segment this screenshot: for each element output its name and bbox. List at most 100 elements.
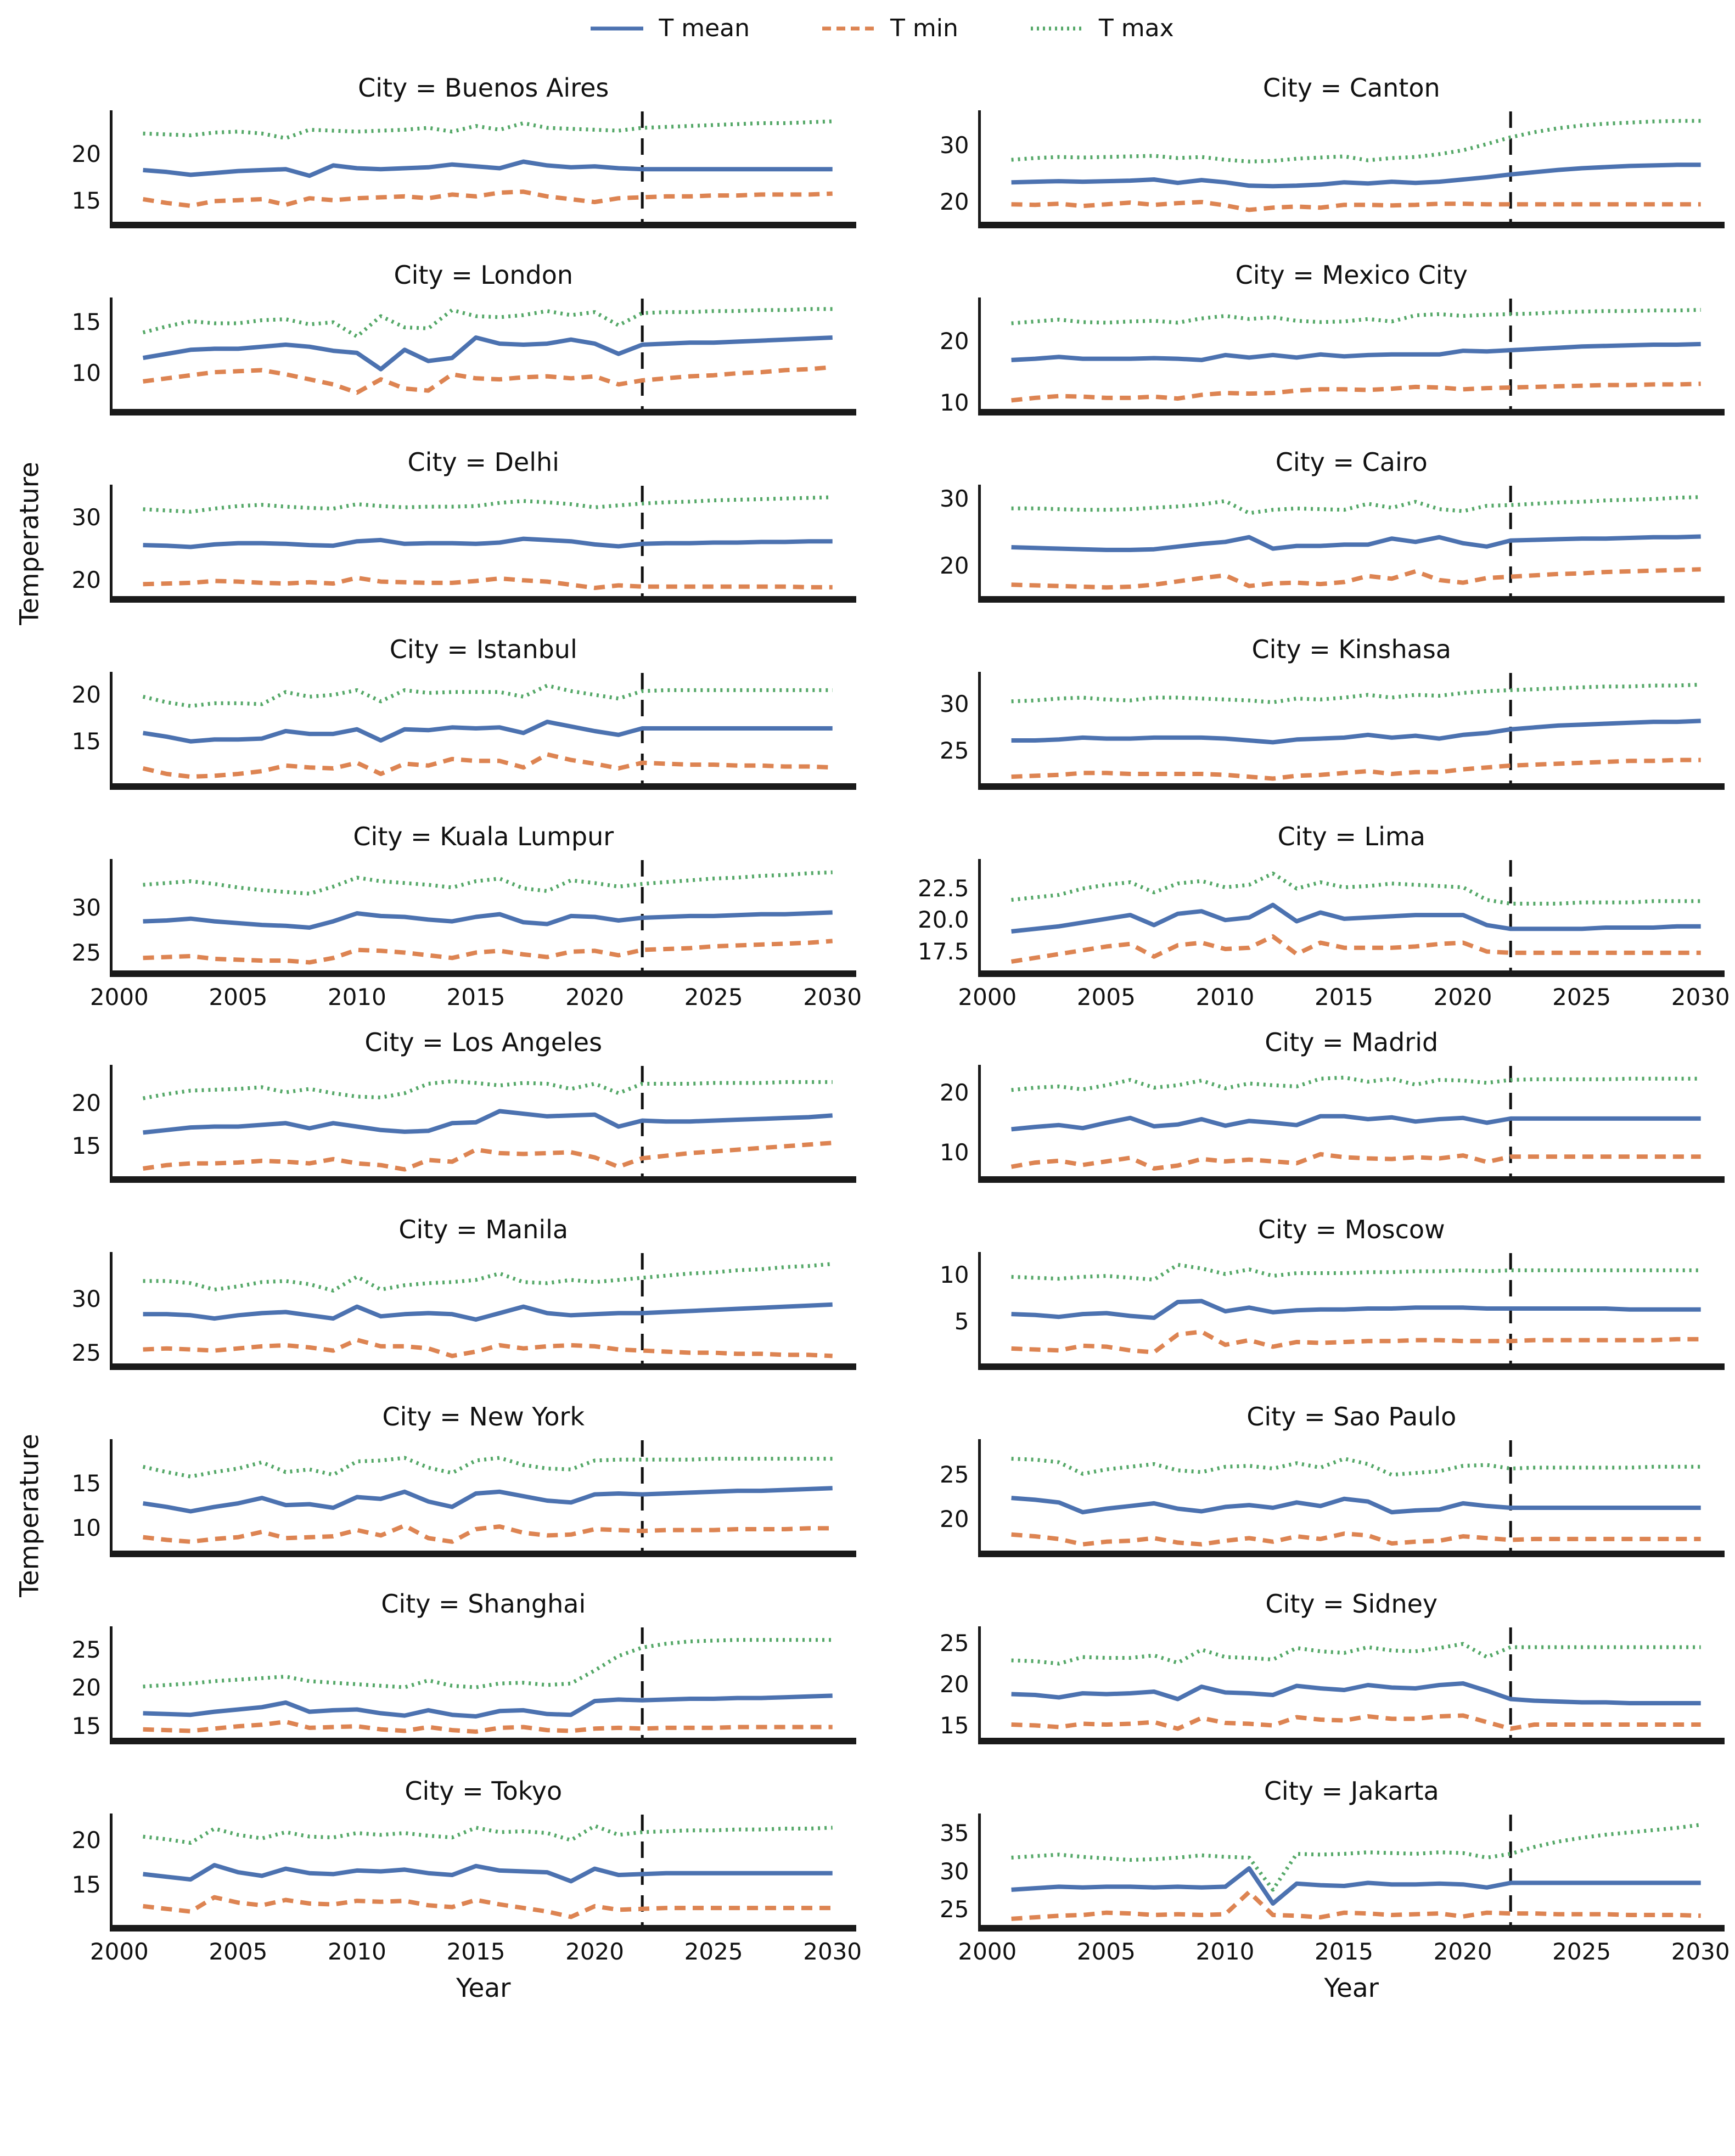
bottom-spine [110, 783, 856, 790]
y-tick-label: 10 [940, 1261, 969, 1288]
x-tick-label: 2000 [89, 984, 149, 1010]
left-spine [978, 110, 981, 228]
y-tick-label: 15 [940, 1711, 969, 1739]
t-mean-line [143, 1486, 833, 1514]
plot-delhi [110, 485, 856, 603]
left-spine [110, 672, 113, 790]
facet-tokyo: City = Tokyo 15 20 2000 2005 2010 2015 2020 2025… [38, 1776, 862, 1968]
x-axis-label: Year [456, 1973, 511, 2003]
left-spine [978, 859, 981, 977]
plot-tokyo [110, 1813, 856, 1932]
left-spine [110, 1626, 113, 1744]
y-tick-label: 10 [71, 360, 101, 386]
plot-los-angeles [110, 1065, 856, 1183]
y-tick-gutter: 10 15 [38, 297, 110, 416]
facet-buenos-aires: City = Buenos Aires 15 20 [38, 73, 857, 228]
facet-title-tokyo: City = Tokyo [405, 1776, 563, 1806]
bottom-spine [110, 1925, 856, 1932]
y-tick-label: 30 [71, 1285, 101, 1312]
y-tick-label: 20 [71, 681, 101, 708]
x-tick-label: 2015 [446, 1938, 506, 1965]
facet-title-sao-paulo: City = Sao Paulo [1246, 1402, 1457, 1431]
y-tick-label: 30 [71, 503, 101, 531]
t-min-line [142, 752, 833, 779]
t-min-line [1010, 567, 1701, 590]
y-tick-label: 25 [940, 1896, 969, 1923]
y-tick-label: 30 [71, 894, 101, 922]
facet-london: City = London 10 15 [38, 260, 857, 416]
bottom-spine [978, 1176, 1725, 1183]
bottom-spine [978, 970, 1725, 977]
y-tick-label: 10 [940, 389, 969, 416]
y-tick-gutter: 15 20 [38, 1813, 110, 1932]
t-min-line [1010, 757, 1701, 781]
plot-buenos-aires [110, 110, 856, 228]
facet-title-canton: City = Canton [1262, 73, 1440, 103]
facet-title-kinshasa: City = Kinshasa [1251, 635, 1451, 664]
bottom-spine [110, 409, 856, 416]
y-tick-label: 20 [940, 552, 969, 580]
y-tick-label: 30 [940, 485, 969, 513]
t-mean-line [143, 1302, 833, 1322]
legend-item-t-max: T max [1030, 14, 1174, 42]
x-tick-label: 2000 [958, 1938, 1017, 1965]
bottom-spine [978, 1551, 1725, 1557]
t-min-line [1010, 1152, 1701, 1171]
t-min-line [1010, 934, 1701, 964]
facet-title-kuala-lumpur: City = Kuala Lumpur [353, 822, 614, 851]
bottom-spine [110, 1176, 856, 1183]
facet-title-manila: City = Manila [398, 1215, 569, 1244]
t-min-line [1010, 1531, 1701, 1547]
bottom-spine [978, 1738, 1725, 1744]
y-tick-gutter: 20 30 [38, 485, 110, 603]
facet-kuala-lumpur: City = Kuala Lumpur 25 30 2000 2005 2010 2015 2… [38, 822, 862, 1013]
facet-title-moscow: City = Moscow [1257, 1215, 1445, 1244]
t-max-line [1010, 119, 1701, 164]
t-max-line [1010, 871, 1701, 906]
bottom-spine [110, 970, 856, 977]
t-max-line [1010, 682, 1701, 704]
t-mean-line [142, 720, 833, 744]
plot-moscow [978, 1252, 1725, 1370]
t-min-line [1010, 1329, 1701, 1355]
y-tick-label: 25 [940, 1461, 969, 1488]
y-tick-label: 15 [71, 1713, 101, 1740]
t-max-line [143, 1262, 833, 1293]
x-tick-row: 2000 2005 2010 2015 2020 2025 2030 [90, 1938, 862, 1968]
y-tick-label: 20 [71, 140, 101, 167]
x-tick-label: 2030 [803, 1938, 862, 1965]
t-mean-line-sample-icon [589, 25, 644, 32]
y-tick-label: 22.5 [917, 874, 969, 902]
facet-section-2: Temperature City = Los Angeles 15 20 City =… [15, 1028, 1730, 2003]
facet-lima: City = Lima 17.5 20.0 22.5 2000 2005 2010 2015 2… [907, 822, 1730, 1013]
bottom-spine [978, 409, 1725, 416]
y-tick-label: 25 [940, 737, 969, 764]
plot-madrid [978, 1065, 1725, 1183]
legend-label-t-max: T max [1098, 14, 1174, 42]
x-tick-label: 2025 [1552, 1938, 1612, 1965]
y-tick-gutter: 20 30 [907, 485, 978, 603]
facet-madrid: City = Madrid 10 20 [907, 1028, 1726, 1183]
y-tick-label: 20 [940, 328, 969, 355]
t-min-line [143, 364, 833, 395]
legend-item-t-mean: T mean [589, 14, 750, 42]
y-tick-label: 17.5 [917, 937, 969, 965]
x-tick-label: 2020 [1433, 1938, 1492, 1965]
left-spine [110, 1813, 113, 1932]
y-tick-gutter: 10 20 [907, 1065, 978, 1183]
x-tick-label: 2010 [327, 984, 386, 1010]
bottom-spine [978, 596, 1725, 603]
t-min-line [1011, 200, 1701, 212]
left-spine [110, 1439, 113, 1557]
left-spine [110, 1252, 113, 1370]
x-tick-label: 2020 [1433, 984, 1492, 1010]
y-tick-gutter: 25 30 [38, 1252, 110, 1370]
y-tick-gutter: 5 10 [907, 1252, 978, 1370]
facet-title-madrid: City = Madrid [1265, 1028, 1439, 1057]
y-tick-label: 20 [71, 1674, 101, 1702]
facet-title-jakarta: City = Jakarta [1264, 1776, 1439, 1806]
y-tick-label: 15 [71, 1871, 101, 1898]
y-tick-label: 15 [71, 727, 101, 755]
facet-manila: City = Manila 25 30 [38, 1215, 857, 1370]
facet-mexico-city: City = Mexico City 10 20 [907, 260, 1726, 416]
